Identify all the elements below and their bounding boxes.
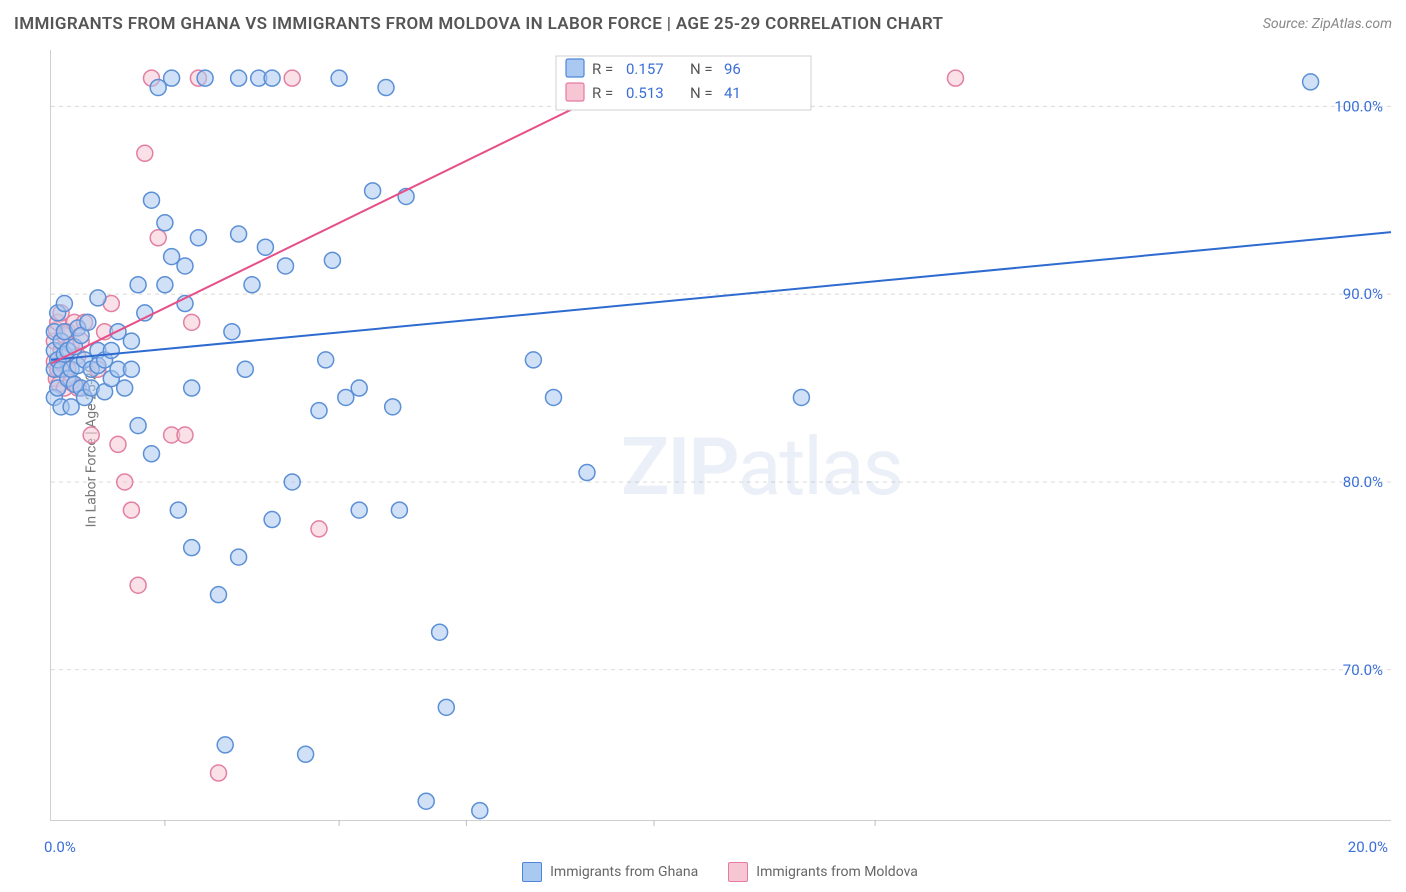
legend-ghana: Immigrants from Ghana (522, 862, 698, 882)
svg-text:100.0%: 100.0% (1334, 97, 1383, 115)
legend-moldova: Immigrants from Moldova (728, 862, 918, 882)
svg-text:R =: R = (592, 60, 613, 78)
x-tick-min: 0.0% (44, 838, 76, 856)
svg-text:0.513: 0.513 (626, 84, 664, 102)
svg-text:0.157: 0.157 (626, 60, 664, 78)
x-tick-max: 20.0% (1348, 838, 1388, 856)
svg-text:96: 96 (724, 60, 741, 78)
svg-text:R =: R = (592, 84, 613, 102)
svg-text:N =: N = (690, 84, 713, 102)
source-label: Source: ZipAtlas.com (1263, 16, 1392, 32)
svg-text:90.0%: 90.0% (1343, 285, 1383, 303)
legend-ghana-label: Immigrants from Ghana (550, 864, 698, 880)
ghana-swatch-icon (522, 862, 542, 882)
svg-text:70.0%: 70.0% (1343, 661, 1383, 679)
plot-area: 70.0% 80.0% 90.0% 100.0% R = 0.157 N = 96 R = 0.… (50, 50, 1391, 821)
bottom-legend: Immigrants from Ghana Immigrants from Mo… (50, 862, 1390, 882)
svg-text:N =: N = (690, 60, 713, 78)
svg-text:80.0%: 80.0% (1343, 473, 1383, 491)
legend-moldova-label: Immigrants from Moldova (756, 864, 918, 880)
chart-title: IMMIGRANTS FROM GHANA VS IMMIGRANTS FROM… (14, 14, 943, 34)
svg-text:41: 41 (724, 84, 741, 102)
moldova-swatch-icon (728, 862, 748, 882)
